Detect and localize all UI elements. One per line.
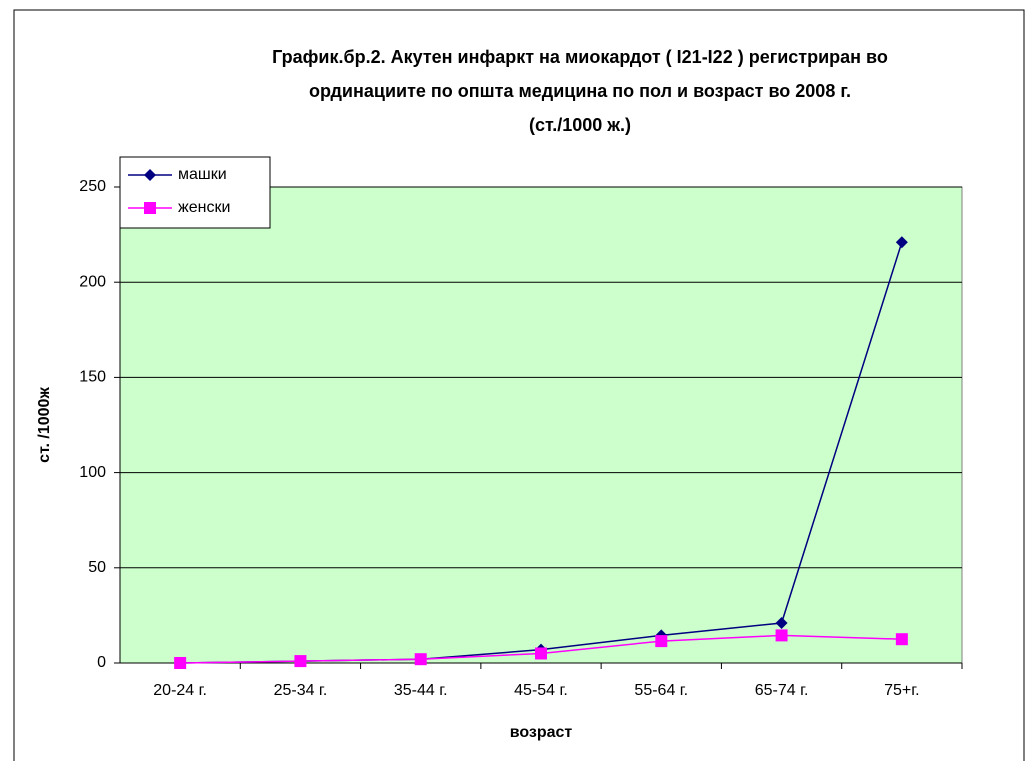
marker (535, 647, 547, 660)
y-axis-label: ст. /1000ж (36, 387, 53, 463)
y-tick-label: 150 (79, 369, 106, 386)
x-tick-label: 55-64 г. (634, 682, 688, 699)
x-axis-label: возраст (510, 724, 573, 741)
y-tick-label: 0 (97, 654, 106, 671)
marker (895, 633, 908, 646)
x-tick-label: 35-44 г. (394, 682, 448, 699)
chart-title: ординациите по општа медицина по пол и в… (309, 81, 851, 101)
marker (414, 653, 427, 666)
marker (174, 657, 187, 669)
chart-title: (ст./1000 ж.) (529, 115, 631, 135)
y-tick-label: 200 (79, 273, 106, 290)
marker (144, 169, 156, 181)
marker (895, 236, 908, 249)
x-tick-label: 75+г. (884, 682, 919, 699)
x-tick-label: 65-74 г. (755, 682, 809, 699)
legend-label: женски (178, 199, 230, 216)
legend (119, 156, 271, 229)
y-tick-label: 250 (79, 178, 106, 195)
marker (775, 629, 788, 642)
marker (775, 617, 788, 630)
x-tick-label: 20-24 г. (153, 682, 207, 699)
marker (144, 202, 156, 214)
chart-title: График.бр.2. Акутен инфаркт на миокардот… (272, 47, 888, 67)
x-tick-label: 45-54 г. (514, 682, 568, 699)
marker (655, 635, 668, 648)
plot-area (119, 186, 963, 664)
marker (294, 655, 307, 668)
y-tick-label: 50 (88, 559, 106, 576)
legend-label: машки (178, 166, 227, 183)
x-tick-label: 25-34 г. (274, 682, 328, 699)
y-tick-label: 100 (79, 464, 106, 481)
